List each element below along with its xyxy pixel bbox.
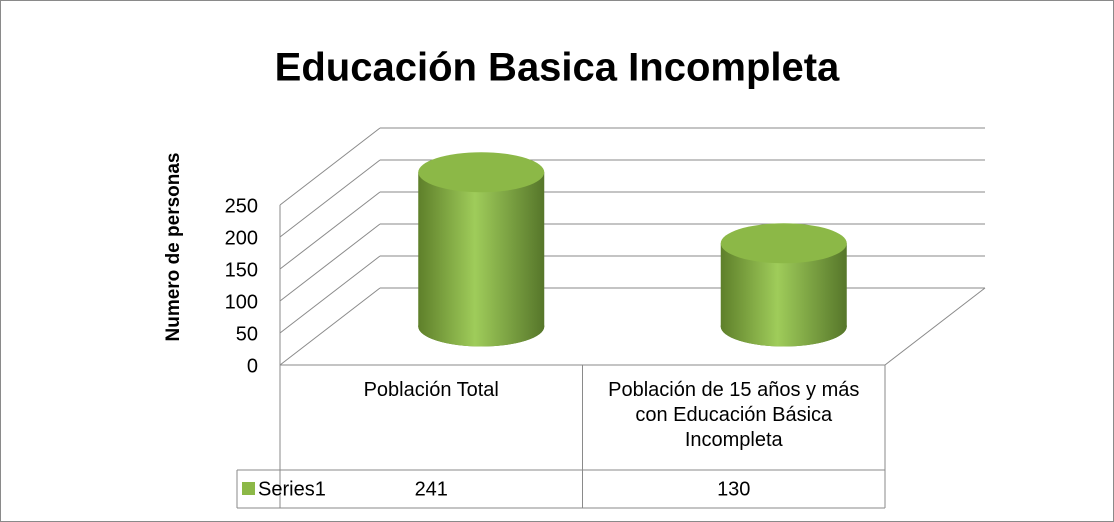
cylinder bbox=[418, 152, 545, 347]
bar bbox=[418, 172, 545, 327]
grid-line bbox=[279, 191, 381, 270]
y-tick-label: 0 bbox=[247, 355, 258, 377]
y-tick-label: 50 bbox=[236, 323, 258, 345]
table-value: 241 bbox=[415, 478, 448, 500]
cylinder bbox=[720, 223, 847, 347]
y-tick-label: 200 bbox=[225, 227, 258, 249]
grid-line bbox=[279, 287, 381, 366]
cylinder-bottom-edge bbox=[418, 306, 545, 347]
grid-line bbox=[279, 223, 381, 302]
grid-line bbox=[279, 127, 381, 206]
table-value: 130 bbox=[717, 478, 750, 500]
y-tick-label: 250 bbox=[225, 195, 258, 217]
chart-title: Educación Basica Incompleta bbox=[275, 46, 840, 90]
y-tick-label: 150 bbox=[225, 259, 258, 281]
grid-line bbox=[279, 159, 381, 238]
y-axis-label: Numero de personas bbox=[163, 153, 184, 342]
grid-line bbox=[279, 255, 381, 334]
cylinder-top bbox=[418, 152, 545, 193]
legend-swatch bbox=[242, 482, 255, 495]
cylinder-top bbox=[720, 223, 847, 264]
cylinder-bottom-edge bbox=[720, 306, 847, 347]
legend-label: Series1 bbox=[258, 478, 326, 500]
x-tick-label: Población Total bbox=[363, 379, 499, 401]
y-tick-label: 100 bbox=[225, 291, 258, 313]
x-tick-label: Población de 15 años y más con Educación… bbox=[608, 379, 860, 451]
